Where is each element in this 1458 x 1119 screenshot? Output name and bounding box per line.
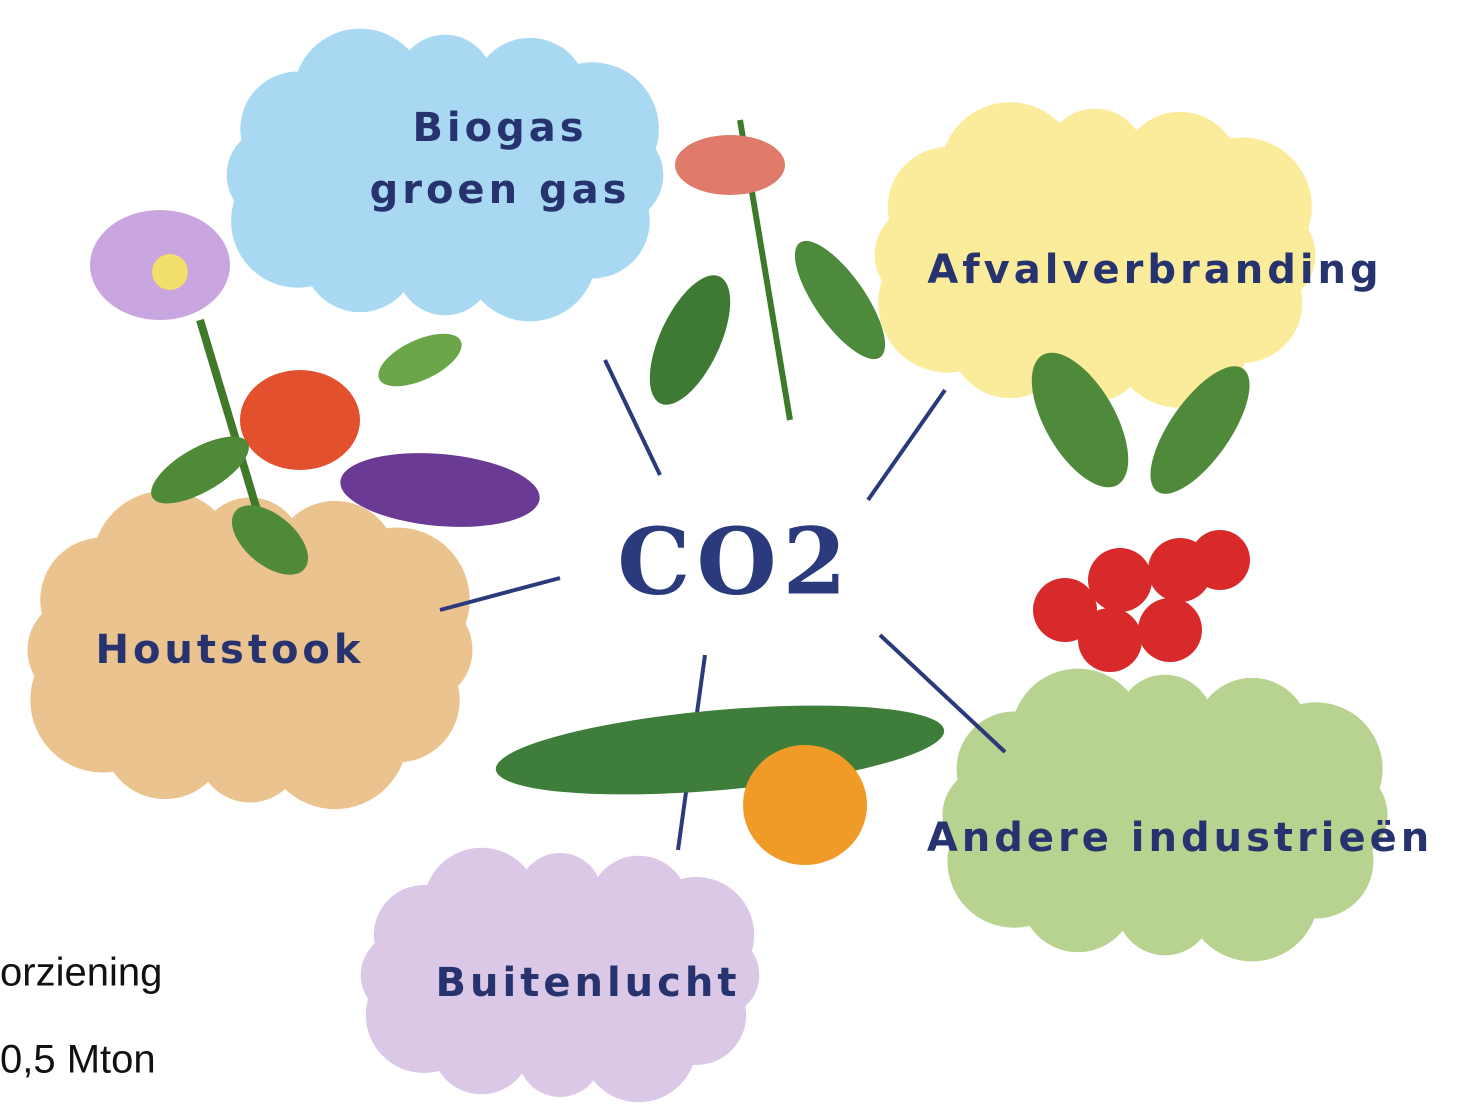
fragment-text: orziening bbox=[0, 951, 162, 995]
node-label: Afvalverbranding bbox=[927, 247, 1382, 293]
cucumber bbox=[492, 691, 947, 810]
cloud-bulge bbox=[518, 1013, 602, 1097]
node-label: groen gas bbox=[370, 167, 631, 213]
rose bbox=[240, 370, 360, 470]
flower-center bbox=[152, 254, 188, 290]
node-label: Biogas bbox=[412, 105, 587, 151]
pepper bbox=[743, 745, 867, 865]
fragment-text: 0,5 Mton bbox=[0, 1038, 156, 1082]
connector bbox=[868, 390, 945, 500]
diagram: CO2 orziening 0,5 Mton Biogas groen gas Af… bbox=[0, 0, 1458, 1119]
cloud-bulge bbox=[518, 853, 602, 937]
node-label: Houtstook bbox=[95, 627, 364, 673]
leaf bbox=[633, 264, 747, 416]
node-label: Buitenlucht bbox=[436, 960, 741, 1006]
center-label: CO2 bbox=[617, 508, 852, 616]
node-label: Andere industrieën bbox=[927, 815, 1433, 861]
tomatoes bbox=[1033, 530, 1250, 672]
flower bbox=[675, 135, 785, 195]
leaf bbox=[371, 323, 469, 397]
